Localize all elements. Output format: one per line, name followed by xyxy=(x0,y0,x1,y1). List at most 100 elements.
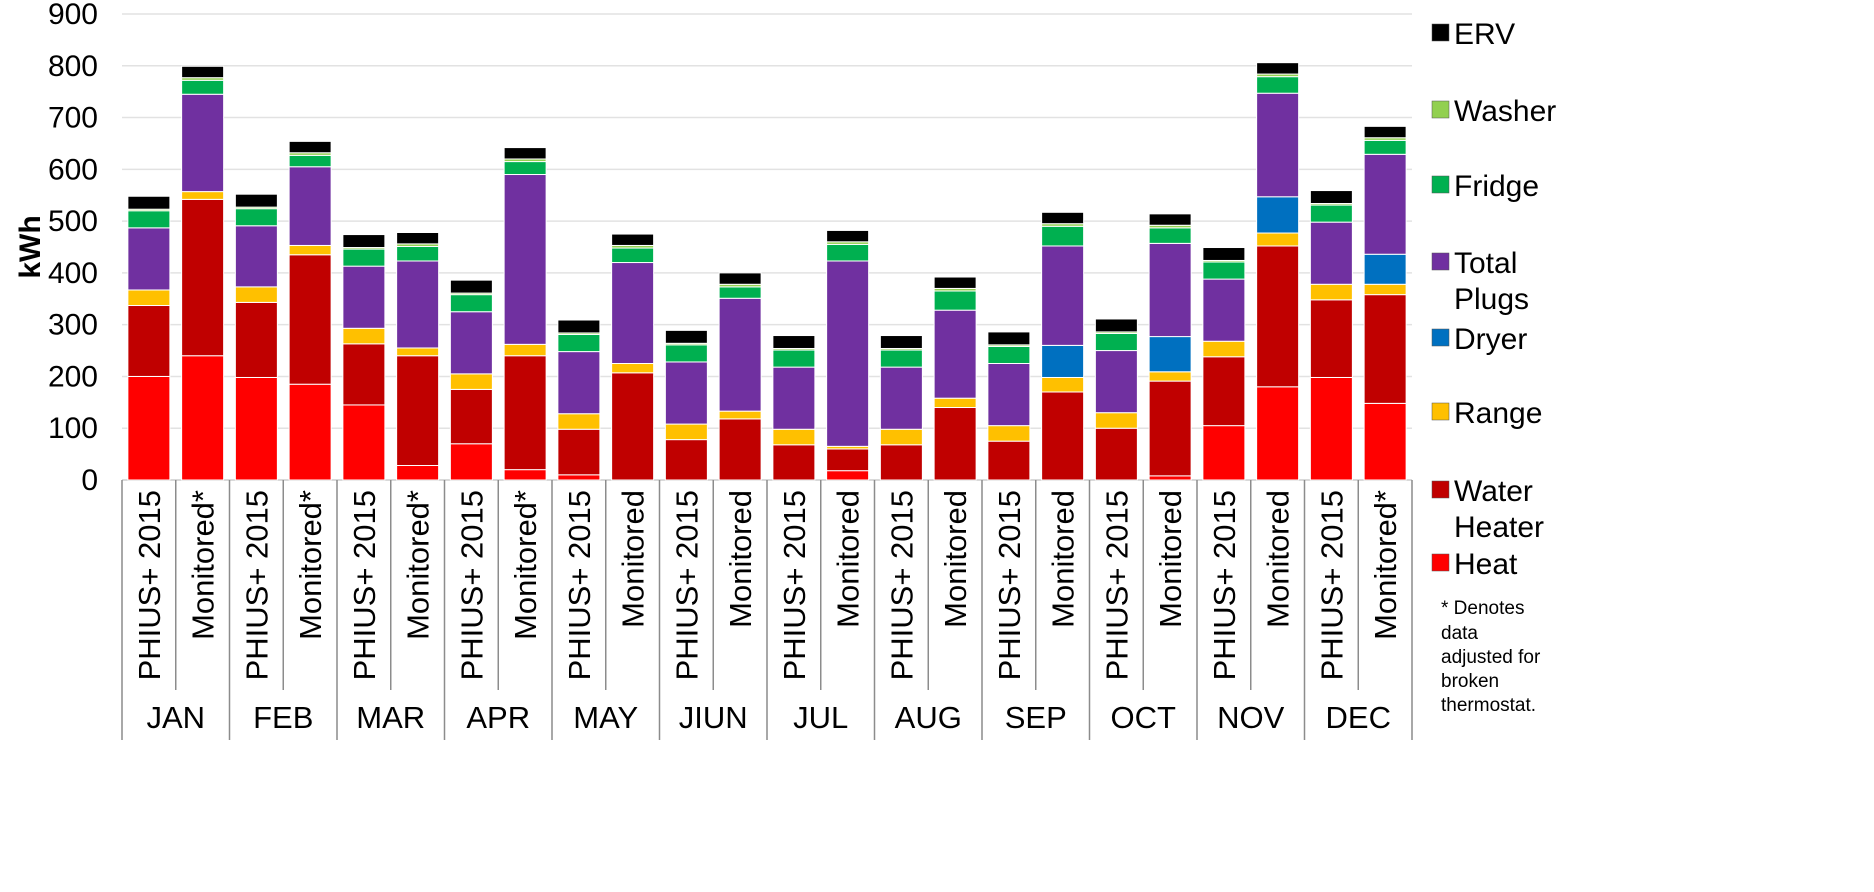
bar-segment-heat xyxy=(1256,386,1300,481)
legend-swatch-heat xyxy=(1431,553,1450,572)
bar-segment-range xyxy=(879,428,923,446)
bar-segment-erv xyxy=(127,195,171,210)
legend-swatch-total-plugs xyxy=(1431,252,1450,271)
bar-segment-total-plugs xyxy=(288,166,332,246)
bar-segment-erv xyxy=(342,234,386,249)
legend-swatch-erv xyxy=(1431,23,1450,42)
bar-segment-erv xyxy=(1202,247,1246,261)
month-label-mar: MAR xyxy=(356,700,425,735)
bar-segment-range xyxy=(772,428,816,446)
bar-segment-fridge xyxy=(933,290,977,311)
bar-segment-total-plugs xyxy=(1041,245,1085,346)
bar-category-label: Monitored xyxy=(1261,490,1296,628)
bar-segment-water-heater xyxy=(933,407,977,481)
bar-segment-dryer xyxy=(1256,196,1300,234)
y-tick-label-400: 400 xyxy=(48,257,98,290)
legend-swatch-dryer xyxy=(1431,328,1450,347)
bar-segment-total-plugs xyxy=(342,265,386,329)
annotation-line: broken xyxy=(1441,671,1499,692)
bar-segment-erv xyxy=(664,329,708,344)
annotation-line: data xyxy=(1441,623,1478,644)
bar-segment-erv xyxy=(718,272,762,285)
bar-segment-water-heater xyxy=(826,448,870,472)
bar-segment-heat xyxy=(1202,425,1246,481)
bar-segment-total-plugs xyxy=(718,297,762,412)
bar-segment-erv xyxy=(288,140,332,154)
bar-segment-heat xyxy=(234,376,278,481)
bar-segment-fridge xyxy=(1094,332,1138,352)
month-label-jan: JAN xyxy=(146,700,205,735)
bar-segment-fridge xyxy=(772,349,816,368)
annotation-line: * Denotes xyxy=(1441,598,1524,619)
bar-segment-water-heater xyxy=(181,198,225,357)
bar-segment-range xyxy=(718,410,762,420)
legend-label-range: Range xyxy=(1454,397,1542,430)
legend-label-erv: ERV xyxy=(1454,18,1515,51)
bar-segment-heat xyxy=(288,383,332,481)
bar-segment-total-plugs xyxy=(503,174,547,345)
bar-category-label: PHIUS+ 2015 xyxy=(1099,490,1134,680)
month-label-jul: JUL xyxy=(793,700,848,735)
bar-segment-total-plugs xyxy=(1148,242,1192,338)
bar-segment-fridge xyxy=(181,79,225,95)
legend-swatch-washer xyxy=(1431,100,1450,119)
y-tick-label-600: 600 xyxy=(48,153,98,186)
bar-segment-heat xyxy=(396,465,440,481)
legend-label-total-plugs: Plugs xyxy=(1454,283,1529,316)
month-label-oct: OCT xyxy=(1111,700,1177,735)
legend-label-washer: Washer xyxy=(1454,95,1556,128)
bar-segment-water-heater xyxy=(1094,427,1138,481)
bar-segment-range xyxy=(933,397,977,409)
bar-segment-water-heater xyxy=(1256,245,1300,388)
bar-segment-water-heater xyxy=(879,444,923,481)
bar-segment-fridge xyxy=(1041,225,1085,247)
bar-segment-range xyxy=(1041,376,1085,393)
bar-segment-fridge xyxy=(342,248,386,267)
bar-category-label: Monitored xyxy=(831,490,866,628)
legend-label-heat: Heat xyxy=(1454,548,1518,581)
bar-category-label: PHIUS+ 2015 xyxy=(884,490,919,680)
bar-segment-range xyxy=(1202,340,1246,358)
bar-segment-erv xyxy=(181,65,225,79)
bar-category-label: Monitored* xyxy=(401,490,436,640)
bar-category-label: PHIUS+ 2015 xyxy=(454,490,489,680)
bar-segment-water-heater xyxy=(1148,380,1192,477)
bar-segment-range xyxy=(449,373,493,390)
bar-segment-water-heater xyxy=(127,305,171,377)
bar-segment-fridge xyxy=(127,210,171,229)
bar-segment-erv xyxy=(1363,125,1407,139)
bar-category-label: PHIUS+ 2015 xyxy=(1314,490,1349,680)
bar-segment-heat xyxy=(503,469,547,481)
bar-segment-total-plugs xyxy=(1309,221,1353,285)
bar-category-label: PHIUS+ 2015 xyxy=(669,490,704,680)
bar-segment-fridge xyxy=(449,294,493,313)
bar-category-label: PHIUS+ 2015 xyxy=(239,490,274,680)
bar-segment-range xyxy=(557,413,601,430)
bar-segment-erv xyxy=(557,319,601,334)
bar-category-label: PHIUS+ 2015 xyxy=(132,490,167,680)
y-tick-label-800: 800 xyxy=(48,50,98,83)
bar-segment-range xyxy=(181,191,225,200)
bar-segment-total-plugs xyxy=(772,366,816,430)
bar-segment-fridge xyxy=(396,245,440,262)
bar-segment-erv xyxy=(234,193,278,208)
bar-segment-range xyxy=(288,244,332,256)
bar-segment-range xyxy=(664,423,708,441)
bar-segment-fridge xyxy=(1148,227,1192,244)
bar-segment-water-heater xyxy=(772,444,816,481)
bar-segment-total-plugs xyxy=(557,351,601,415)
bar-segment-heat xyxy=(557,474,601,481)
bar-segment-fridge xyxy=(1202,261,1246,280)
bar-segment-total-plugs xyxy=(879,366,923,430)
month-label-feb: FEB xyxy=(253,700,313,735)
bar-segment-water-heater xyxy=(503,355,547,471)
month-label-may: MAY xyxy=(573,700,638,735)
y-tick-label-500: 500 xyxy=(48,205,98,238)
bar-segment-range xyxy=(1256,232,1300,247)
bar-category-label: Monitored xyxy=(1153,490,1188,628)
bar-segment-heat xyxy=(342,404,386,481)
bar-segment-erv xyxy=(503,147,547,160)
bar-category-label: Monitored* xyxy=(293,490,328,640)
bar-segment-range xyxy=(234,286,278,303)
